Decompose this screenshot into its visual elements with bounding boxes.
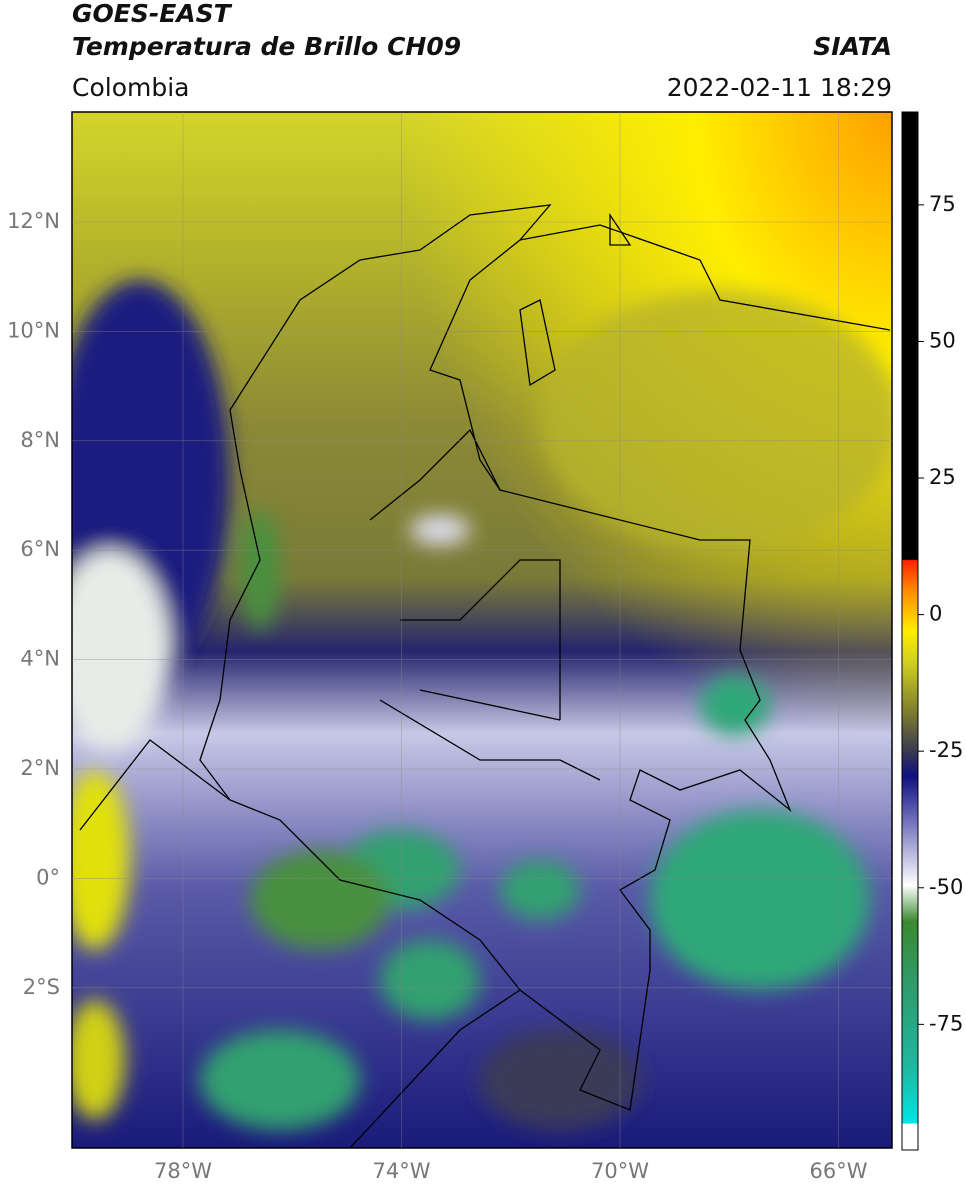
- map-frame: [71, 111, 893, 1149]
- lat-label: 4°N: [20, 647, 60, 671]
- colorbar-tick-label: 0: [929, 602, 942, 626]
- lat-label: 12°N: [7, 209, 60, 233]
- colorbar-tick-label: 50: [929, 328, 956, 352]
- colorbar-tick-label: -75: [929, 1011, 963, 1035]
- lon-label: 66°W: [810, 1159, 868, 1183]
- lon-label: 74°W: [373, 1159, 431, 1183]
- region: Colombia: [72, 73, 189, 102]
- lat-label: 0°: [36, 865, 60, 889]
- title: GOES-EAST: [72, 0, 233, 28]
- colorbar-tick-label: 75: [929, 192, 956, 216]
- colorbar: [901, 111, 919, 1151]
- lat-label: 2°S: [23, 975, 60, 999]
- lon-label: 78°W: [154, 1159, 212, 1183]
- subtitle: Temperatura de Brillo CH09: [72, 32, 461, 61]
- lat-label: 10°N: [7, 318, 60, 342]
- graticule: [72, 112, 892, 1148]
- source: SIATA: [813, 32, 892, 61]
- lat-label: 6°N: [20, 537, 60, 561]
- colorbar-tick-label: 25: [929, 465, 956, 489]
- colorbar-tick-label: -50: [929, 875, 963, 899]
- datetime: 2022-02-11 18:29: [667, 73, 892, 102]
- lon-label: 70°W: [591, 1159, 649, 1183]
- satellite-image: [72, 112, 892, 1148]
- lat-label: 8°N: [20, 428, 60, 452]
- colorbar-tick-label: -25: [929, 738, 963, 762]
- lat-label: 2°N: [20, 756, 60, 780]
